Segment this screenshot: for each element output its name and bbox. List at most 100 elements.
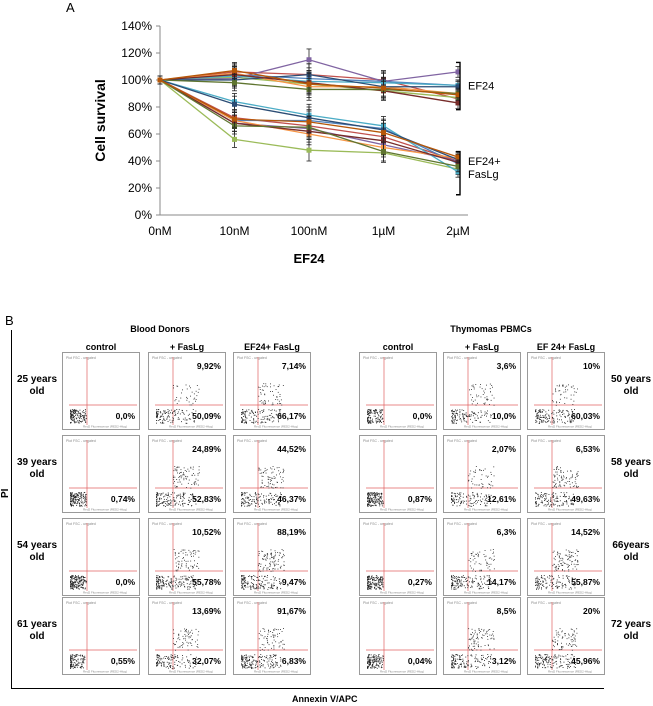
lower-quadrant-percent: 0,87% [407,494,432,504]
data-point [455,100,461,106]
lower-quadrant-percent: 55,87% [571,577,600,587]
lower-quadrant-percent: 49,63% [571,494,600,504]
flow-plot: Plot FSC - ungated Red2 Fluorescence (RED… [62,435,140,513]
lower-quadrant-percent: 60,03% [571,411,600,421]
svg-text:Plot FSC - ungated: Plot FSC - ungated [237,356,267,360]
y-axis-title: Cell survival [92,79,108,162]
svg-text:Plot FSC - ungated: Plot FSC - ungated [152,522,182,526]
scatter-plot: Plot FSC - ungated Red2 Fluorescence (RED… [66,439,137,512]
flow-plot: Plot FSC - ungated Red2 Fluorescence (RED… [527,352,605,430]
svg-text:Red2 Fluorescence (RED2-Hlog): Red2 Fluorescence (RED2-Hlog) [169,425,213,429]
upper-quadrant-percent: 8,5% [496,606,516,616]
upper-quadrant-percent: 44,52% [277,444,306,454]
flow-plot: Plot FSC - ungated Red2 Fluorescence (RED… [148,597,226,675]
lower-quadrant-percent: 66,17% [277,411,306,421]
svg-text:Red2 Fluorescence (RED2-Hlog): Red2 Fluorescence (RED2-Hlog) [83,508,127,512]
x-tick-label: 10nM [219,224,249,238]
svg-text:Plot FSC - ungated: Plot FSC - ungated [237,439,267,443]
data-point [232,68,237,74]
flow-plot: Plot FSC - ungated Red2 Fluorescence (RED… [148,352,226,430]
y-tick-label: 40% [128,154,152,168]
svg-text:Plot FSC - ungated: Plot FSC - ungated [447,356,477,360]
x-axis-title: EF24 [293,251,325,266]
upper-quadrant-percent: 24,89% [192,444,221,454]
flow-plot: Plot FSC - ungated Red2 Fluorescence (RED… [233,435,311,513]
flow-plot: Plot FSC - ungated Red2 Fluorescence (RED… [62,518,140,596]
svg-text:Plot FSC - ungated: Plot FSC - ungated [66,439,96,443]
x-tick-label: 1µM [372,224,396,238]
data-point [306,81,312,87]
upper-quadrant-percent: 10% [582,361,600,371]
annexin-axis-label: Annexin V/APC [292,694,358,704]
age-label: 50 years old [610,374,652,397]
svg-text:Red2 Fluorescence (RED2-Hlog): Red2 Fluorescence (RED2-Hlog) [169,670,213,674]
svg-text:Plot FSC - ungated: Plot FSC - ungated [152,356,182,360]
data-point [306,147,312,153]
data-point [306,57,312,63]
lower-quadrant-percent: 0,0% [115,577,135,587]
lower-quadrant-percent: 46,37% [277,494,306,504]
svg-text:Plot FSC - ungated: Plot FSC - ungated [152,439,182,443]
flow-plot: Plot FSC - ungated Red2 Fluorescence (RED… [527,518,605,596]
age-label: 66years old [612,540,650,563]
svg-text:Plot FSC - ungated: Plot FSC - ungated [237,601,267,605]
scatter-plot: Plot FSC - ungated Red2 Fluorescence (RED… [66,522,137,595]
survival-line-chart: 0%20%40%60%80%100%120%140%Cell survival … [92,19,501,266]
y-tick-label: 60% [128,127,152,141]
scatter-plot: Plot FSC - ungated Red2 Fluorescence (RED… [237,601,308,674]
lower-quadrant-percent: 55,78% [192,577,221,587]
upper-quadrant-percent: 20% [582,606,600,616]
svg-text:Plot FSC - ungated: Plot FSC - ungated [152,601,182,605]
group-title: Blood Donors [130,324,190,334]
scatter-plot: Plot FSC - ungated Red2 Fluorescence (RED… [152,522,223,595]
scatter-plot: Plot FSC - ungated Red2 Fluorescence (RED… [152,439,223,512]
data-point [381,149,386,155]
panel-b-label: B [5,313,14,328]
lower-quadrant-percent: 9,47% [281,577,306,587]
lower-quadrant-percent: 32,07% [192,656,221,666]
column-header: control [85,342,117,352]
flow-plot: Plot FSC - ungated Red2 Fluorescence (RED… [359,518,437,596]
upper-quadrant-percent: 7,14% [281,361,306,371]
flow-plot: Plot FSC - ungated Red2 Fluorescence (RED… [443,352,521,430]
data-point [455,154,461,160]
upper-quadrant-percent: 2,07% [491,444,516,454]
svg-text:Plot FSC - ungated: Plot FSC - ungated [66,522,96,526]
svg-text:Red2 Fluorescence (RED2-Hlog): Red2 Fluorescence (RED2-Hlog) [83,591,127,595]
svg-text:Red2 Fluorescence (RED2-Hlog): Red2 Fluorescence (RED2-Hlog) [254,591,298,595]
flow-plot: Plot FSC - ungated Red2 Fluorescence (RED… [148,518,226,596]
flow-plot: Plot FSC - ungated Red2 Fluorescence (RED… [233,352,311,430]
flow-plot: Plot FSC - ungated Red2 Fluorescence (RED… [443,518,521,596]
data-point [232,136,237,142]
svg-text:Plot FSC - ungated: Plot FSC - ungated [363,356,393,360]
y-tick-label: 20% [128,181,152,195]
svg-text:Red2 Fluorescence (RED2-Hlog): Red2 Fluorescence (RED2-Hlog) [83,670,127,674]
svg-text:Plot FSC - ungated: Plot FSC - ungated [447,601,477,605]
y-tick-label: 120% [121,46,152,60]
column-header: EF24+ FasLg [244,342,300,352]
data-point [455,92,461,98]
upper-quadrant-percent: 88,19% [277,527,306,537]
flow-plot: Plot FSC - ungated Red2 Fluorescence (RED… [359,435,437,513]
svg-text:Red2 Fluorescence (RED2-Hlog): Red2 Fluorescence (RED2-Hlog) [169,508,213,512]
svg-text:Red2 Fluorescence (RED2-Hlog): Red2 Fluorescence (RED2-Hlog) [464,508,508,512]
lower-quadrant-percent: 0,0% [412,411,432,421]
panel-b-left-axis [11,330,12,688]
lower-quadrant-percent: 3,12% [491,656,516,666]
data-point [455,84,461,90]
flow-plot: Plot FSC - ungated Red2 Fluorescence (RED… [527,597,605,675]
ef24-bracket [456,61,461,111]
age-label: 61 years old [16,619,58,642]
svg-text:Red2 Fluorescence (RED2-Hlog): Red2 Fluorescence (RED2-Hlog) [254,670,298,674]
lower-quadrant-percent: 0,74% [110,494,135,504]
svg-text:Red2 Fluorescence (RED2-Hlog): Red2 Fluorescence (RED2-Hlog) [169,591,213,595]
